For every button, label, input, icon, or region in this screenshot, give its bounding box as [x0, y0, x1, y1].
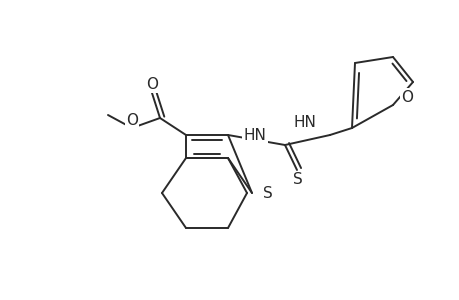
Text: HN: HN [243, 128, 266, 142]
Text: S: S [263, 185, 272, 200]
Text: O: O [146, 76, 157, 92]
Text: HN: HN [293, 115, 316, 130]
Text: S: S [292, 172, 302, 188]
Text: O: O [126, 112, 138, 128]
Text: O: O [400, 89, 412, 104]
